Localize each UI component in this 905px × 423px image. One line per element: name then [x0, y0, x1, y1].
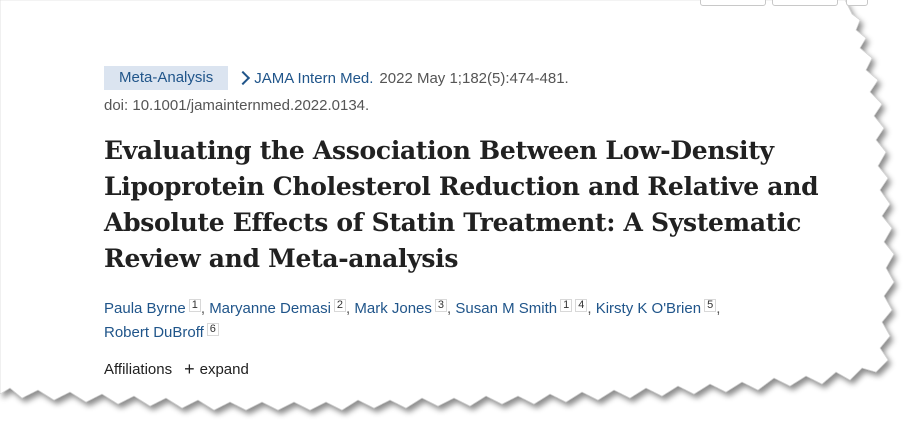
author-item: Robert DuBroff 6 — [104, 323, 219, 341]
affiliation-ref[interactable]: 6 — [206, 323, 219, 336]
plus-icon: + — [184, 359, 195, 379]
toolbar-button[interactable] — [772, 0, 838, 6]
affiliation-ref[interactable]: 2 — [333, 299, 347, 312]
author-link[interactable]: Paula Byrne — [104, 300, 186, 317]
author-item: Paula Byrne 1 — [104, 299, 201, 317]
article-header: Meta-Analysis JAMA Intern Med. 2022 May … — [104, 66, 844, 378]
affiliation-ref[interactable]: 1 — [188, 299, 201, 312]
author-item: Susan M Smith 1 4 — [455, 299, 588, 317]
author-link[interactable]: Susan M Smith — [455, 300, 558, 317]
affiliation-ref[interactable]: 4 — [575, 299, 588, 312]
author-item: Kirsty K O'Brien 5 — [595, 299, 717, 317]
article-title: Evaluating the Association Between Low-D… — [104, 136, 819, 273]
author-item: Mark Jones 3 — [354, 299, 448, 317]
citation-date-volume: 2022 May 1;182(5):474-481. — [379, 69, 569, 87]
author-link[interactable]: Mark Jones — [354, 300, 432, 317]
toolbar-button[interactable] — [846, 0, 868, 6]
affiliations-label: Affiliations — [104, 361, 173, 378]
affiliation-ref[interactable]: 1 — [560, 299, 573, 312]
journal-link[interactable]: JAMA Intern Med. — [254, 69, 374, 87]
author-link[interactable]: Robert DuBroff — [104, 324, 204, 341]
chevron-right-icon — [236, 70, 251, 86]
author-item: Maryanne Demasi 2 — [209, 299, 347, 317]
affiliations-row: Affiliations + expand — [104, 359, 844, 379]
expand-label: expand — [199, 361, 249, 378]
affiliation-ref[interactable]: 3 — [434, 299, 448, 312]
author-link[interactable]: Kirsty K O'Brien — [595, 300, 702, 317]
publication-type-badge[interactable]: Meta-Analysis — [104, 66, 229, 90]
expand-affiliations-button[interactable]: + expand — [184, 359, 249, 379]
toolbar-button[interactable] — [700, 0, 766, 6]
author-link[interactable]: Maryanne Demasi — [209, 300, 331, 317]
affiliation-ref[interactable]: 5 — [704, 299, 717, 312]
citation-row: Meta-Analysis JAMA Intern Med. 2022 May … — [104, 66, 844, 90]
doi: doi: 10.1001/jamainternmed.2022.0134. — [104, 97, 370, 114]
author-list: Paula Byrne 1, Maryanne Demasi 2, Mark Jon… — [104, 299, 721, 341]
